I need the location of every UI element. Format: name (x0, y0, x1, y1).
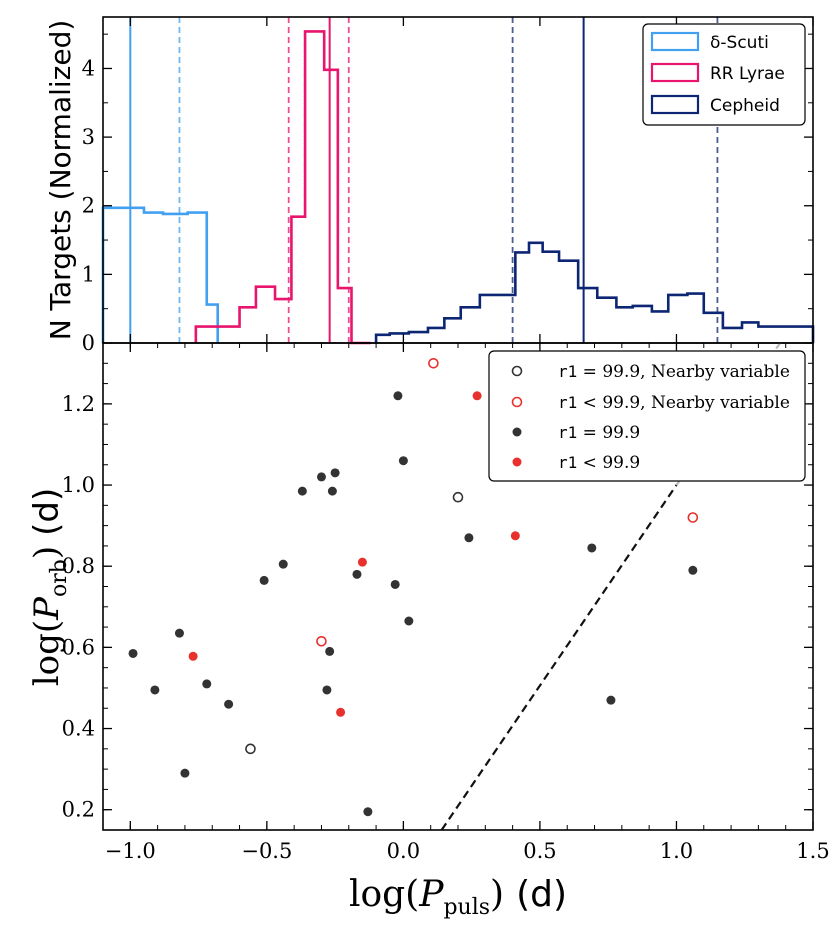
scatter-point-series-2 (606, 695, 616, 705)
scatter-ticks: 0.2 0.4 0.6 0.8 1.0 1.2 −1.0 −0.5 0.0 0.5 1.0 1.5 (62, 343, 830, 863)
scatter-point-series-2 (174, 628, 184, 638)
scatter-point-series-2 (363, 807, 373, 817)
scatter-legend-box (488, 350, 806, 482)
scatter-point-series-2 (297, 486, 307, 496)
scatter-point-series-1 (316, 635, 327, 647)
scatter-point-series-2 (327, 486, 337, 496)
bottom-ytick-label: 0.6 (62, 635, 95, 659)
scatter-point-series-2 (128, 648, 138, 658)
legend-marker-open-black (511, 365, 523, 377)
legend-marker-filled-red (512, 457, 522, 467)
scatter-panel: 0.2 0.4 0.6 0.8 1.0 1.2 −1.0 −0.5 0.0 0.5 1.0 1.5 l… (27, 342, 830, 920)
scatter-point-series-2 (202, 679, 212, 689)
scatter-point-series-3 (357, 557, 367, 567)
scatter-point-series-3 (336, 707, 346, 717)
xtick-label: 1.0 (660, 839, 693, 863)
legend-label-filled-black: r1 = 99.9 (558, 423, 640, 443)
histogram-panel: 0 1 2 3 4 N Targets (Normalized) δ-Scuti RR … (44, 16, 815, 355)
scatter-point-series-2 (180, 768, 190, 778)
bottom-ytick-label: 0.8 (62, 554, 95, 578)
xtick-label: 0.5 (523, 839, 556, 863)
scatter-point-series-2 (464, 533, 474, 543)
scatter-point-series-2 (398, 456, 408, 466)
scatter-point-series-1 (428, 357, 439, 369)
legend-label-open-black: r1 = 99.9, Nearby variable (558, 362, 790, 382)
histogram-delta-scuti (101, 206, 219, 343)
top-ytick-label: 3 (82, 125, 95, 149)
xtick-label: −1.0 (105, 839, 156, 863)
legend-label-open-red: r1 < 99.9, Nearby variable (558, 393, 790, 413)
xtick-label: 1.5 (796, 839, 829, 863)
histogram-rr-lyrae (194, 30, 371, 345)
scatter-points (128, 357, 699, 817)
scatter-point-series-2 (330, 468, 340, 478)
scatter-point-series-2 (404, 616, 414, 626)
scatter-point-series-3 (188, 651, 198, 661)
scatter-point-series-2 (325, 646, 335, 656)
top-ytick-label: 4 (82, 56, 95, 80)
legend-label-filled-red: r1 < 99.9 (558, 453, 640, 473)
bottom-ytick-label: 1.0 (62, 473, 95, 497)
scatter-point-series-2 (688, 565, 698, 575)
top-ytick-label: 1 (82, 262, 95, 286)
scatter-point-series-2 (393, 391, 403, 401)
xtick-label: 0.0 (387, 839, 420, 863)
histogram-y-axis-label: N Targets (Normalized) (44, 20, 77, 341)
scatter-point-series-2 (259, 575, 269, 585)
legend-swatch-delta-scuti (650, 31, 700, 52)
scatter-point-series-2 (587, 543, 597, 553)
histogram-series-group (101, 30, 815, 345)
bottom-ytick-label: 0.4 (62, 717, 95, 741)
scatter-point-series-0 (452, 491, 464, 503)
legend-swatch-cepheid (650, 94, 700, 115)
scatter-point-series-2 (316, 472, 326, 482)
scatter-point-series-2 (322, 685, 332, 695)
scatter-point-series-3 (510, 531, 520, 541)
reference-line-main (440, 484, 678, 831)
scatter-point-series-0 (245, 743, 256, 755)
scatter-point-series-2 (352, 569, 362, 579)
legend-label-rr-lyrae: RR Lyrae (710, 64, 785, 84)
histogram-cepheid (374, 241, 815, 343)
legend-marker-open-red (511, 396, 523, 408)
xtick-label: −0.5 (241, 839, 292, 863)
bottom-ytick-label: 1.2 (62, 392, 95, 416)
scatter-y-axis-label: log(Porb)(d) (27, 488, 72, 687)
scatter-point-series-3 (472, 391, 482, 401)
scatter-point-series-2 (390, 579, 400, 589)
scatter-point-series-1 (687, 512, 699, 523)
legend-label-cepheid: Cepheid (710, 96, 780, 116)
histogram-legend: δ-Scuti RR Lyrae Cepheid (642, 23, 806, 126)
bottom-ytick-label: 0.2 (62, 798, 95, 822)
top-ytick-label: 0 (82, 331, 95, 355)
scatter-point-series-2 (278, 559, 288, 569)
histogram-median-lines (129, 17, 719, 343)
top-ytick-label: 2 (82, 194, 95, 218)
legend-marker-filled-black (512, 427, 522, 437)
legend-swatch-rr-lyrae (650, 62, 700, 83)
legend-label-delta-scuti: δ-Scuti (710, 33, 769, 53)
scatter-point-series-2 (150, 685, 160, 695)
scatter-point-series-2 (224, 699, 234, 709)
scatter-x-axis-label: log(Ppuls) (d) (349, 874, 567, 920)
scatter-legend: r1 = 99.9, Nearby variable r1 < 99.9, Ne… (488, 350, 806, 482)
